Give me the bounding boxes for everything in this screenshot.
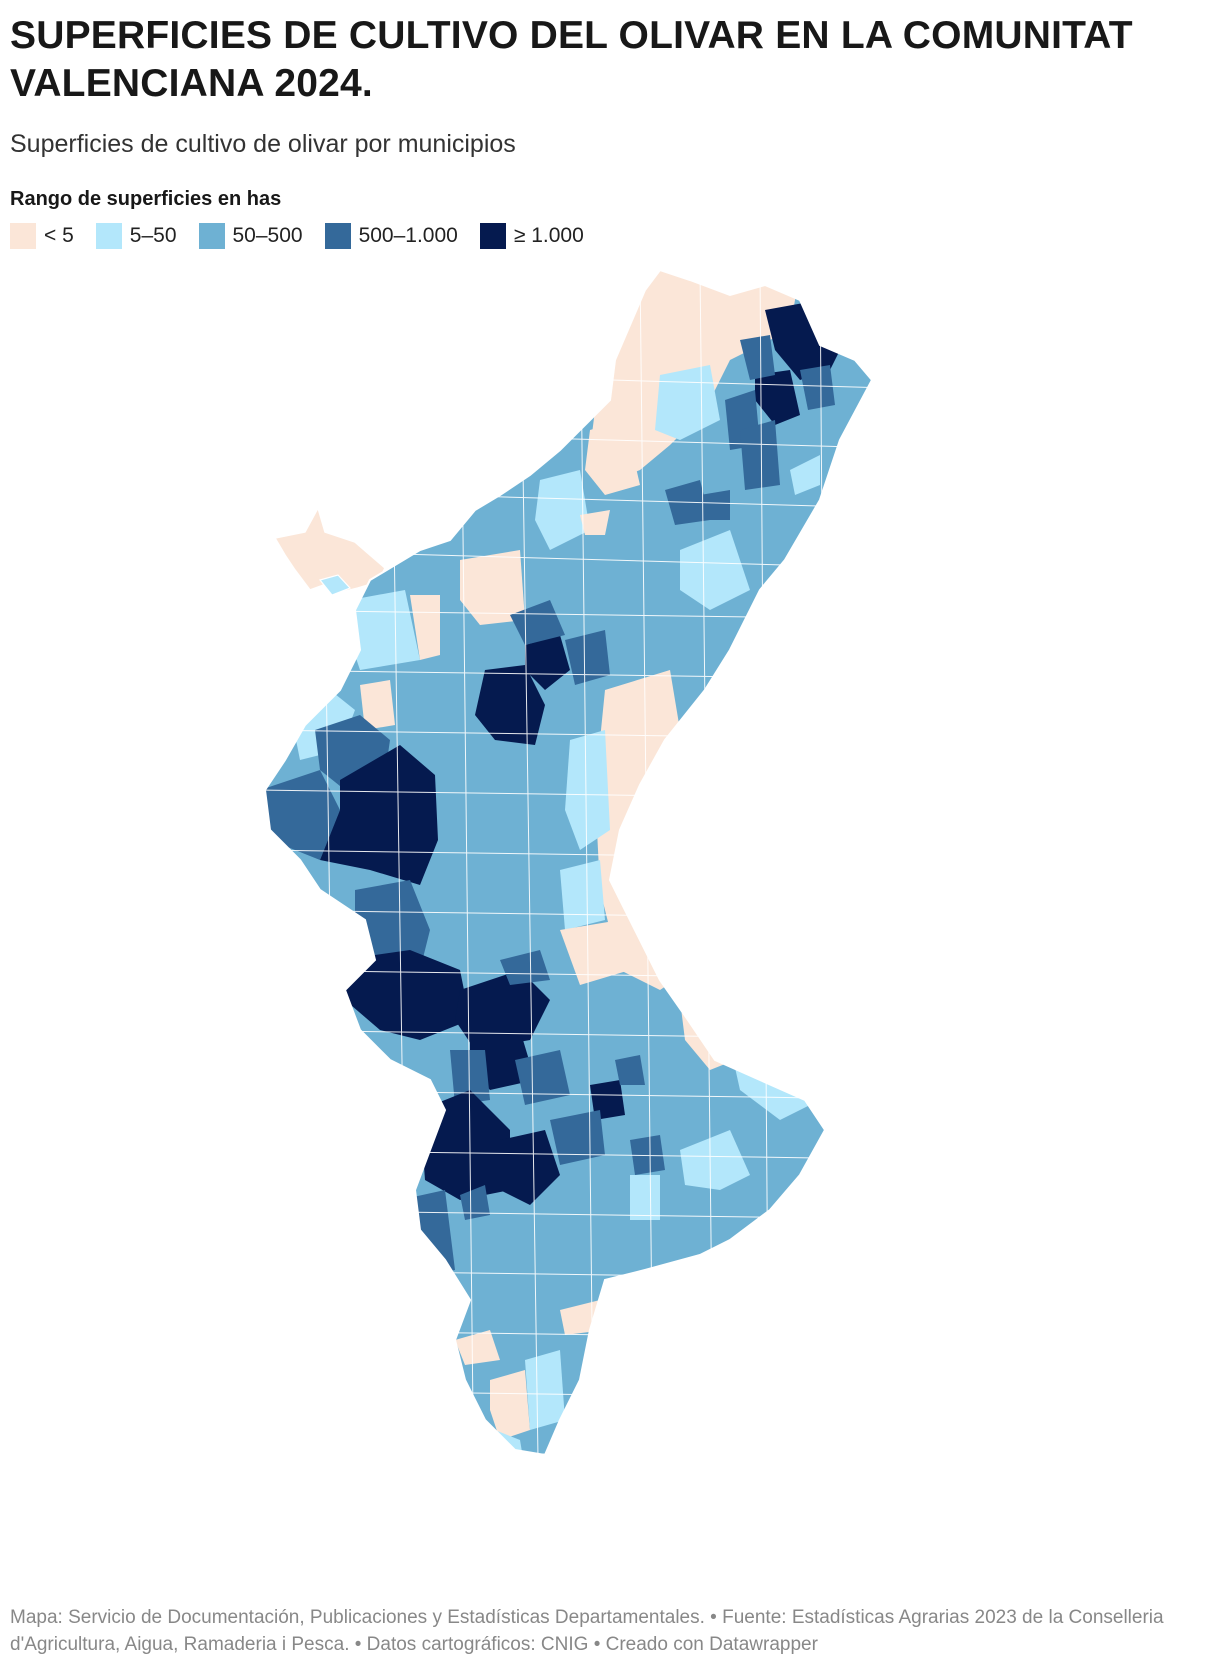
- choropleth-map[interactable]: [260, 268, 960, 1590]
- region-outline: [263, 268, 874, 1457]
- legend-title: Rango de superficies en has: [10, 188, 282, 210]
- muni-light-6: [580, 510, 610, 535]
- muni-s-light-3: [490, 1370, 530, 1440]
- muni-sw-mid-1: [355, 880, 430, 970]
- muni-light-5: [460, 550, 525, 625]
- legend-swatch-gte1000: [479, 223, 506, 249]
- muni-lightblue-3: [535, 470, 590, 550]
- muni-north-lightblue-2: [790, 455, 820, 495]
- legend-item-5-50: 5–50: [95, 223, 177, 249]
- muni-north-mid-2: [800, 365, 835, 410]
- muni-al-dark-3: [590, 1080, 625, 1120]
- muni-al-mid-1: [550, 1110, 605, 1165]
- map-svg: [263, 268, 874, 1457]
- muni-al-mid-2: [630, 1135, 665, 1175]
- muni-north-mid-4: [740, 420, 780, 490]
- legend: < 5 5–50 50–500 500–1.000 ≥ 1.000: [10, 223, 606, 249]
- muni-sw-mid-3: [450, 1050, 490, 1105]
- municipalities-group: [265, 270, 872, 1455]
- muni-coast-lightblue-2: [560, 860, 605, 930]
- muni-al-lightblue-2: [630, 1175, 660, 1220]
- muni-lightblue-4: [680, 530, 750, 610]
- muni-west-lightblue-1: [350, 590, 420, 670]
- map-title: SUPERFICIES DE CULTIVO DEL OLIVAR EN LA …: [10, 14, 1133, 105]
- muni-s-light-2: [455, 1330, 500, 1365]
- muni-north-dark-2: [755, 370, 800, 425]
- muni-sw-mid-2: [500, 950, 550, 985]
- muni-s-lightblue-1: [525, 1350, 565, 1430]
- muni-center-mid-1: [510, 600, 565, 645]
- rincon-de-ademuz-blue: [318, 574, 352, 596]
- legend-label-5-50: 5–50: [129, 224, 177, 247]
- muni-north-lightblue-1: [655, 365, 720, 440]
- muni-sw-dark-2: [455, 970, 550, 1050]
- muni-center-dark-1: [475, 665, 545, 745]
- muni-west-light-2: [410, 595, 440, 660]
- source-footer: Mapa: Servicio de Documentación, Publica…: [10, 1607, 1164, 1655]
- legend-swatch-50-500: [198, 223, 225, 249]
- muni-west-mid-2: [265, 770, 340, 860]
- legend-label-500-1000: 500–1.000: [358, 224, 458, 247]
- legend-swatch-5-50: [95, 223, 122, 249]
- muni-center-mid-2: [565, 630, 610, 685]
- legend-item-lt5: < 5: [10, 223, 74, 249]
- legend-item-500-1000: 500–1.000: [324, 223, 458, 249]
- muni-north-mid-6: [700, 490, 730, 520]
- map-subtitle: Superficies de cultivo de olivar por mun…: [10, 130, 516, 158]
- legend-item-50-500: 50–500: [198, 223, 303, 249]
- muni-coast-lightblue-1: [565, 730, 610, 850]
- muni-west-light-3: [360, 680, 395, 730]
- muni-north-mid-1: [740, 335, 775, 380]
- legend-swatch-500-1000: [324, 223, 351, 249]
- muni-west-dark-1: [320, 745, 438, 885]
- legend-label-50-500: 50–500: [232, 224, 303, 247]
- legend-label-lt5: < 5: [44, 224, 74, 247]
- legend-label-gte1000: ≥ 1.000: [513, 224, 584, 247]
- muni-al-dark-2: [500, 1130, 560, 1205]
- legend-swatch-lt5: [10, 223, 36, 249]
- muni-sw-mid-4: [515, 1050, 570, 1105]
- muni-coast-light-2: [560, 920, 630, 985]
- muni-west-light-1: [585, 420, 640, 495]
- legend-item-gte1000: ≥ 1.000: [479, 223, 584, 249]
- muni-center-dark-2: [525, 635, 570, 690]
- muni-al-lightblue-1: [680, 1130, 750, 1190]
- muni-al-mid-3: [460, 1185, 490, 1220]
- muni-al-mid-4: [615, 1055, 645, 1085]
